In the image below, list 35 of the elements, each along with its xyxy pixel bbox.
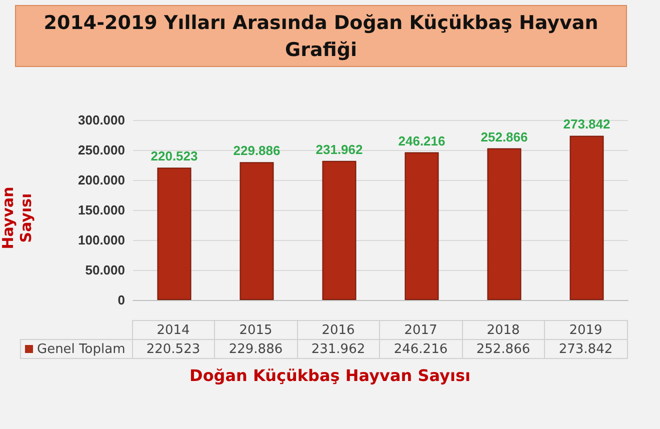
y-tick-label: 50.000 [85,262,125,278]
data-label: 252.866 [462,340,544,358]
data-label: 229.886 [214,340,297,358]
legend-label: Genel Toplam [20,340,132,358]
x-axis-title: Doğan Küçükbaş Hayvan Sayısı [188,366,472,385]
x-tick-label: 2014 [132,320,214,340]
bar [240,162,274,300]
text: 229.886 [233,143,280,158]
data-label: 231.962 [297,340,380,358]
chart-title: 2014-2019 Yılları Arasında Doğan Küçükbaş Hayvan Grafiği [15,5,627,67]
text: 220.523 [150,148,198,164]
y-tick-label: 250.000 [78,142,125,158]
bar [157,168,192,300]
bar [570,136,604,300]
y-tick-label: 100.000 [78,232,125,248]
y-tick-label: 300.000 [78,112,125,128]
text: 273.842 [563,116,610,132]
bar [487,148,522,300]
bar [404,152,439,300]
data-label: 273.842 [544,340,627,358]
bar [322,160,356,300]
y-tick-label: 200.000 [78,172,125,188]
data-label: 220.523 [132,340,214,358]
x-tick-label: 2017 [380,320,462,340]
y-axis-title: Hayvan Sayısı [0,186,35,252]
text: 246.216 [398,133,446,148]
x-tick-label: 2016 [297,320,380,340]
text: 252.866 [480,129,528,144]
data-label: 246.216 [380,340,462,358]
y-tick-label: 0 [118,292,125,308]
x-tick-label: 2019 [544,320,627,340]
x-tick-label: 2018 [462,320,544,340]
x-tick-label: 2015 [214,320,297,340]
y-tick-label: 150.000 [78,202,125,218]
text: 231.962 [316,142,363,157]
